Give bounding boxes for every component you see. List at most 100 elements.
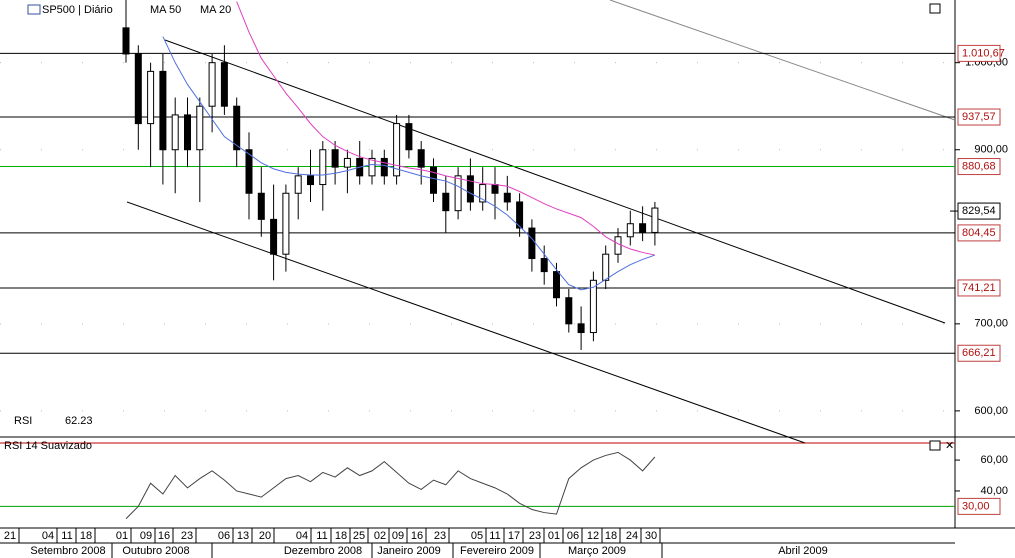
candle-body: [257, 192, 265, 220]
maximize-button[interactable]: [929, 440, 941, 451]
x-tick-label: 11: [489, 530, 500, 542]
rsi-title[interactable]: RSI 14 Suavizado: [4, 440, 92, 452]
candle-body: [602, 253, 610, 281]
y-tick-label: 40,00: [980, 485, 1008, 497]
month-label: Setembro 2008: [30, 545, 105, 557]
x-tick-label: 06: [567, 530, 579, 542]
candle-body: [208, 62, 216, 107]
symbol-icon: [27, 4, 41, 15]
x-tick-label: 30: [645, 530, 657, 542]
x-tick-label: 18: [80, 530, 92, 542]
x-tick-label: 11: [61, 530, 72, 542]
candle-body: [491, 184, 499, 194]
x-tick-label: 23: [181, 530, 193, 542]
x-tick-label: 01: [548, 530, 560, 542]
candle-body: [122, 27, 130, 55]
candle-body: [282, 192, 290, 255]
candle-body: [147, 70, 155, 125]
y-tick-label: 700,00: [974, 318, 1008, 330]
rsi-last: 62.23: [65, 415, 93, 427]
x-tick-label: 18: [335, 530, 347, 542]
candle-body: [171, 114, 179, 151]
x-tick-label: 11: [316, 530, 327, 542]
x-tick-label: 20: [259, 530, 271, 542]
x-tick-label: 01: [116, 530, 128, 542]
month-label: Dezembro 2008: [284, 545, 362, 557]
candle-body: [503, 192, 511, 203]
level-label: 880,68: [962, 160, 996, 172]
candle-body: [220, 62, 228, 107]
legend-entry[interactable]: MA 50: [150, 4, 181, 16]
candle-body: [368, 157, 376, 177]
candle-body: [553, 271, 560, 299]
candle-body: [405, 123, 413, 151]
trend-line: [126, 201, 806, 444]
level-box: [957, 44, 1001, 62]
x-tick-label: 04: [42, 530, 54, 542]
level-box: [957, 108, 1001, 126]
x-tick-label: 05: [471, 530, 483, 542]
y-tick-label: 900,00: [974, 144, 1008, 156]
candle-body: [577, 323, 585, 334]
candle-body: [307, 175, 314, 186]
level-label: 804,45: [962, 227, 996, 239]
x-tick-label: 16: [158, 530, 170, 542]
chart-title[interactable]: SP500 | Diário: [42, 4, 113, 16]
month-label: Março 2009: [568, 545, 626, 557]
month-label: Fevereiro 2009: [460, 545, 534, 557]
x-tick-label: 12: [587, 530, 599, 542]
level-label: 937,57: [962, 111, 996, 123]
x-tick-label: 04: [296, 530, 308, 542]
x-tick-label: 17: [508, 530, 520, 542]
candle-body: [565, 297, 573, 325]
x-tick-label: 09: [392, 530, 404, 542]
trend-line: [164, 39, 946, 324]
rsi-label: RSI: [14, 415, 32, 427]
candle-body: [639, 223, 647, 233]
candle-body: [184, 114, 191, 151]
candle-body: [614, 236, 622, 255]
candle-body: [430, 166, 437, 194]
x-tick-label: 09: [140, 530, 152, 542]
x-tick-label: 23: [529, 530, 541, 542]
x-tick-label: 18: [605, 530, 617, 542]
trend-line: [609, 0, 956, 121]
month-label: Janeiro 2009: [377, 545, 441, 557]
x-tick-label: 24: [626, 530, 638, 542]
level-label: 666,21: [962, 347, 996, 359]
level-box: [957, 497, 1001, 515]
x-tick-label: 16: [411, 530, 423, 542]
ma-line: [162, 36, 656, 291]
y-tick-label: 60,00: [980, 454, 1008, 466]
candle-body: [380, 157, 388, 177]
rsi-line: [125, 451, 656, 520]
x-tick-label: 21: [4, 530, 16, 542]
x-tick-label: 13: [237, 530, 249, 542]
candle-body: [270, 218, 278, 255]
x-tick-label: 23: [434, 530, 446, 542]
candle-body: [528, 227, 536, 260]
candle-body: [233, 105, 241, 151]
candle-body: [294, 175, 302, 194]
candle-body: [442, 192, 450, 212]
legend-entry[interactable]: MA 20: [200, 4, 231, 16]
x-tick-label: 25: [353, 530, 365, 542]
candle-body: [159, 70, 167, 151]
x-tick-label: 06: [218, 530, 230, 542]
candle-body: [479, 184, 487, 203]
candle-body: [245, 149, 253, 194]
candle-body: [417, 149, 425, 168]
candle-body: [516, 201, 524, 229]
ma-line: [236, 1, 656, 256]
maximize-button[interactable]: [929, 3, 941, 14]
level-box: [957, 158, 1001, 176]
candle-body: [343, 157, 351, 168]
y-tick-label: 600,00: [974, 405, 1008, 417]
close-button[interactable]: ✕: [945, 440, 954, 452]
candle-body: [540, 258, 548, 273]
level-label: 829,54: [962, 205, 996, 217]
candle-body: [196, 105, 204, 151]
candle-body: [651, 207, 659, 233]
